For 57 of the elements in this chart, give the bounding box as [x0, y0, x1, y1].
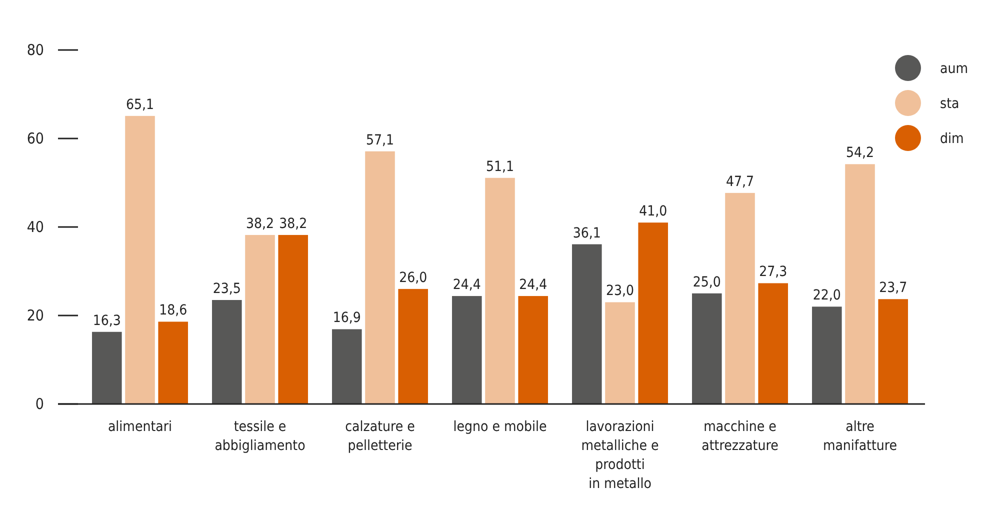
data-label: 25,0: [692, 274, 721, 290]
data-label: 23,5: [212, 281, 241, 298]
data-label: 23,7: [879, 280, 908, 296]
data-label: 16,9: [332, 310, 361, 326]
data-label: 16,3: [92, 312, 121, 329]
y-tick-label: 80: [26, 41, 44, 59]
x-tick-label: macchine e attrezzature: [702, 419, 779, 454]
x-tick-label: tessile e abbigliamento: [214, 419, 306, 454]
data-label: 24,4: [452, 277, 481, 294]
bar: [572, 244, 602, 404]
x-tick-label: calzature e pelletterie: [345, 419, 416, 454]
bar: [692, 293, 722, 404]
data-label: 23,0: [606, 283, 634, 300]
data-label: 51,1: [486, 158, 514, 175]
data-label: 38,2: [246, 216, 274, 232]
data-label: 65,1: [126, 96, 154, 113]
data-label: 24,4: [519, 277, 548, 294]
bar: [278, 234, 308, 404]
bar: [725, 192, 755, 404]
bar: [365, 151, 395, 404]
bar: [485, 178, 515, 404]
bar: [758, 283, 788, 404]
data-label: 54,2: [846, 145, 874, 162]
bar: [638, 222, 668, 404]
bar: [92, 332, 122, 404]
bar: [125, 116, 155, 404]
y-tick-label: 40: [26, 218, 44, 236]
bar: [212, 300, 242, 404]
data-label: 38,2: [279, 216, 308, 232]
bar: [812, 306, 842, 404]
bar: [398, 288, 428, 404]
bar: [158, 322, 188, 404]
data-label: 41,0: [639, 204, 668, 220]
bar: [878, 299, 908, 404]
data-label: 26,0: [399, 270, 428, 286]
bar: [245, 234, 275, 404]
bar: [518, 296, 548, 404]
legend-label: aum: [940, 61, 968, 77]
legend-label: sta: [940, 96, 960, 112]
data-label: 18,6: [159, 302, 188, 319]
x-tick-label: alimentari: [108, 419, 172, 435]
data-label: 47,7: [726, 174, 754, 190]
bar: [605, 302, 635, 404]
data-label: 57,1: [366, 132, 394, 148]
bar: [452, 296, 482, 404]
bar: [332, 329, 362, 404]
data-label: 36,1: [572, 225, 601, 242]
data-label: 22,0: [812, 288, 841, 304]
bar: [845, 164, 875, 404]
y-tick-label: 0: [35, 395, 44, 413]
x-tick-label: legno e mobile: [453, 419, 547, 435]
x-tick-label: altre manifatture: [822, 419, 898, 454]
data-label: 27,3: [759, 264, 788, 280]
y-tick-label: 20: [26, 306, 44, 324]
legend-label: dim: [940, 131, 964, 147]
y-tick-label: 60: [26, 130, 44, 148]
x-tick-label: lavorazioni metalliche e prodotti in metallo: [581, 419, 660, 492]
